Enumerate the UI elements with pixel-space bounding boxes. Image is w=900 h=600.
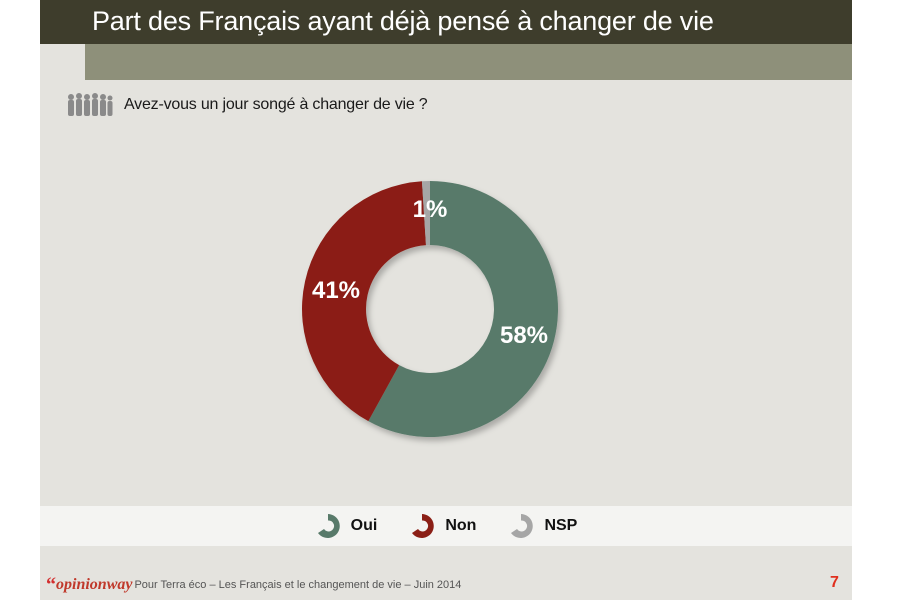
legend-swatch-nsp xyxy=(511,514,534,538)
data-label-oui: 58% xyxy=(500,322,548,349)
legend: Oui Non NSP xyxy=(40,506,852,546)
legend-item-non: Non xyxy=(409,511,476,541)
data-label-nsp: 1% xyxy=(413,196,448,223)
question-row: Avez-vous un jour songé à changer de vie… xyxy=(66,92,428,118)
legend-label-oui: Oui xyxy=(350,517,378,534)
people-group-icon xyxy=(68,93,113,116)
legend-item-oui: Oui xyxy=(315,511,378,541)
question-text: Avez-vous un jour songé à changer de vie… xyxy=(124,96,428,113)
legend-item-nsp: NSP xyxy=(508,511,577,541)
page-title: Part des Français ayant déjà pensé à cha… xyxy=(92,6,714,36)
brand-quote-mark: “ xyxy=(46,574,56,596)
slide-background xyxy=(40,0,852,600)
title-bar: Part des Français ayant déjà pensé à cha… xyxy=(40,0,852,44)
legend-label-nsp: NSP xyxy=(544,517,578,534)
donut-slice-non xyxy=(302,181,426,422)
footer-caption: Pour Terra éco – Les Français et le chan… xyxy=(134,579,462,591)
page-number: 7 xyxy=(830,574,839,591)
data-label-non: 41% xyxy=(312,277,360,304)
legend-swatch-non xyxy=(412,514,435,538)
donut-slice-nsp xyxy=(421,181,430,246)
brand-logo: opinionway xyxy=(56,576,133,593)
legend-swatch-oui xyxy=(317,514,340,538)
footer: “ opinionway Pour Terra éco – Les França… xyxy=(46,574,461,596)
legend-label-non: Non xyxy=(445,517,477,534)
title-subbar xyxy=(85,44,852,80)
donut-slice-oui xyxy=(368,180,559,437)
